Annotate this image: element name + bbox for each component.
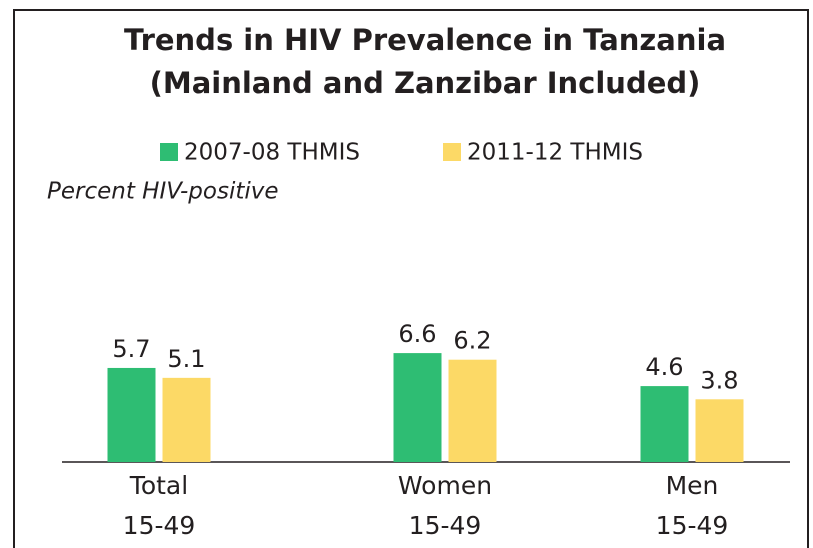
- bar: [640, 386, 689, 462]
- x-tick-label: 15-49: [656, 511, 729, 540]
- x-tick-label: Men: [666, 471, 719, 500]
- legend-label: 2007-08 THMIS: [184, 140, 360, 166]
- x-tick-label: Women: [398, 471, 492, 500]
- bar: [695, 399, 744, 462]
- data-label: 5.1: [167, 345, 205, 373]
- bar: [448, 359, 497, 462]
- legend-swatch: [443, 143, 461, 161]
- data-label: 6.6: [398, 320, 436, 348]
- frame: [13, 9, 809, 548]
- data-label: 6.2: [453, 327, 491, 355]
- bar: [393, 353, 442, 462]
- chart-title: (Mainland and Zanzibar Included): [150, 66, 701, 100]
- chart-title: Trends in HIV Prevalence in Tanzania: [124, 23, 726, 57]
- data-label: 3.8: [700, 366, 738, 394]
- x-tick-label: 15-49: [409, 511, 482, 540]
- legend-label: 2011-12 THMIS: [467, 140, 643, 166]
- data-label: 5.7: [112, 335, 150, 363]
- bar: [107, 367, 156, 462]
- legend-swatch: [160, 143, 178, 161]
- data-label: 4.6: [645, 353, 683, 381]
- bar: [162, 377, 211, 462]
- x-tick-label: Total: [129, 471, 188, 500]
- subtitle: Percent HIV-positive: [47, 179, 279, 205]
- x-tick-label: 15-49: [123, 511, 196, 540]
